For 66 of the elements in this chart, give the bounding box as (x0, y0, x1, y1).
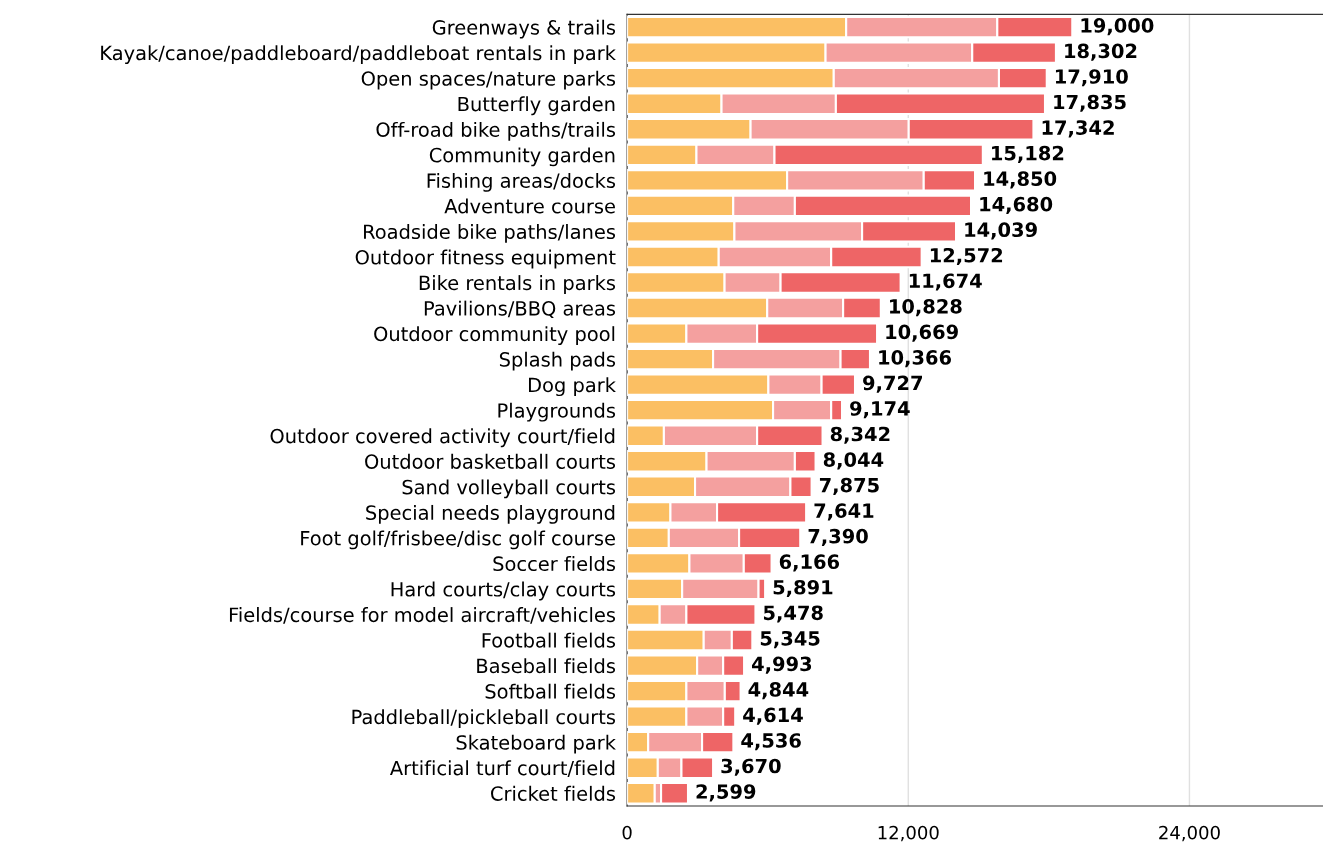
y-tick-label: Paddleball/pickleball courts (352, 709, 616, 729)
y-tick-label: Outdoor fitness equipment (355, 249, 616, 269)
total-label: 3,670 (721, 758, 781, 776)
x-tick-label: 0 (622, 825, 632, 840)
total-label: 5,891 (773, 579, 833, 598)
total-label: 6,166 (779, 554, 840, 572)
total-label: 4,844 (748, 682, 809, 700)
x-tick-label: 24,000 (1159, 825, 1220, 842)
y-tick-label: Fishing areas/docks (427, 172, 616, 192)
total-label: 19,000 (1081, 18, 1154, 36)
total-label: 7,875 (819, 477, 879, 495)
total-label: 14,680 (980, 196, 1053, 215)
y-tick-label: Off-road bike paths/trails (376, 121, 616, 141)
total-label: 15,182 (992, 145, 1064, 163)
y-tick-label: Sand volleyball courts (402, 479, 616, 499)
total-label: 18,302 (1065, 43, 1137, 61)
y-tick-label: Kayak/canoe/paddleboard/paddleboat rentals in park (101, 45, 616, 65)
total-label: 9,174 (850, 401, 910, 419)
total-label: 5,478 (763, 605, 823, 623)
y-tick-label: Hard courts/clay courts (391, 581, 616, 601)
y-tick-label: Artificial turf court/field (389, 760, 615, 777)
total-label: 8,044 (823, 452, 884, 470)
total-label: 5,345 (760, 630, 820, 649)
y-tick-label: Pavilions/BBQ areas (424, 300, 616, 318)
y-tick-label: Baseball fields (477, 658, 616, 674)
total-label: 2,599 (696, 784, 756, 802)
total-label: 14,039 (965, 222, 1037, 240)
total-label: 8,342 (830, 426, 890, 444)
total-label: 17,910 (1055, 69, 1128, 87)
y-tick-label: Community garden (429, 147, 615, 167)
y-tick-label: Special needs playground (366, 504, 615, 524)
y-tick-label: Splash pads (499, 351, 616, 371)
y-tick-label: Soccer fields (493, 556, 616, 572)
y-tick-label: Outdoor covered activity court/field (270, 428, 615, 448)
y-tick-label: Open spaces/nature parks (361, 70, 616, 90)
y-tick-label: Skateboard park (456, 734, 616, 754)
y-tick-label: Softball fields (485, 683, 616, 699)
total-label: 4,614 (743, 707, 803, 725)
total-label: 10,828 (890, 298, 962, 317)
total-label: 14,850 (984, 171, 1057, 189)
y-tick-label: Outdoor community pool (374, 326, 615, 345)
y-tick-label: Cricket fields (491, 785, 616, 801)
y-tick-label: Foot golf/frisbee/disc golf course (301, 530, 615, 550)
bar (627, 782, 656, 805)
y-tick-label: Roadside bike paths/lanes (364, 224, 616, 243)
total-label: 10,669 (886, 324, 958, 342)
y-tick-label: Football fields (482, 632, 616, 648)
total-label: 17,835 (1054, 94, 1126, 112)
total-label: 17,342 (1042, 120, 1114, 138)
y-tick-label: Fields/course for model aircraft/vehicles (229, 607, 616, 624)
total-label: 9,727 (863, 375, 922, 393)
total-label: 7,390 (808, 528, 868, 546)
y-tick-label: Greenways & trails (432, 19, 616, 39)
x-tick-label: 12,000 (878, 825, 939, 842)
total-label: 12,572 (930, 247, 1003, 266)
total-label: 7,641 (814, 503, 874, 521)
y-tick-label: Adventure course (444, 198, 615, 214)
total-label: 11,674 (909, 273, 982, 291)
total-label: 4,993 (752, 656, 812, 674)
y-tick-label: Butterfly garden (458, 96, 615, 116)
y-tick-label: Bike rentals in parks (419, 275, 616, 294)
y-tick-label: Dog park (528, 377, 616, 397)
y-tick-label: Playgrounds (498, 402, 616, 422)
y-tick-label: Outdoor basketball courts (365, 453, 616, 469)
total-label: 4,536 (741, 733, 801, 751)
total-label: 10,366 (879, 350, 951, 368)
